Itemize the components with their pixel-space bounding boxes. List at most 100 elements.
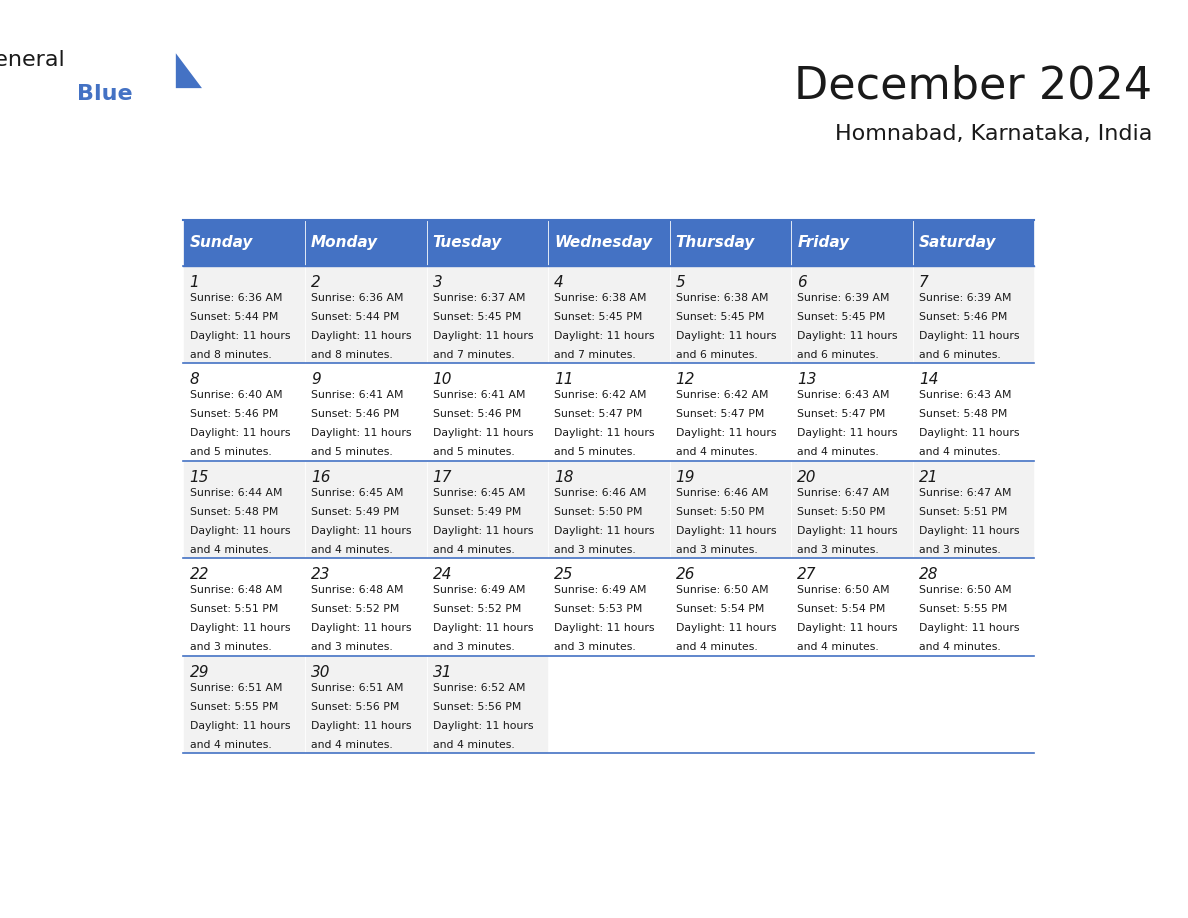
Text: 7: 7 xyxy=(918,274,929,290)
Text: Sunset: 5:48 PM: Sunset: 5:48 PM xyxy=(190,507,278,517)
Text: Sunset: 5:56 PM: Sunset: 5:56 PM xyxy=(432,701,522,711)
Text: Sunset: 5:53 PM: Sunset: 5:53 PM xyxy=(554,604,643,614)
Text: Sunrise: 6:38 AM: Sunrise: 6:38 AM xyxy=(676,293,769,303)
Text: Sunday: Sunday xyxy=(190,235,253,251)
Text: 24: 24 xyxy=(432,567,453,583)
Text: 3: 3 xyxy=(432,274,442,290)
Text: Sunrise: 6:46 AM: Sunrise: 6:46 AM xyxy=(676,487,769,498)
Text: Sunrise: 6:52 AM: Sunrise: 6:52 AM xyxy=(432,683,525,693)
Text: Sunset: 5:45 PM: Sunset: 5:45 PM xyxy=(432,311,522,321)
Text: 26: 26 xyxy=(676,567,695,583)
Text: Sunrise: 6:39 AM: Sunrise: 6:39 AM xyxy=(918,293,1011,303)
Text: 9: 9 xyxy=(311,373,321,387)
Text: Sunset: 5:47 PM: Sunset: 5:47 PM xyxy=(554,409,643,420)
Text: Daylight: 11 hours: Daylight: 11 hours xyxy=(311,526,411,536)
Bar xyxy=(791,265,912,364)
Text: Sunrise: 6:45 AM: Sunrise: 6:45 AM xyxy=(311,487,404,498)
Text: and 8 minutes.: and 8 minutes. xyxy=(311,350,393,360)
Text: Sunset: 5:54 PM: Sunset: 5:54 PM xyxy=(676,604,764,614)
Text: and 4 minutes.: and 4 minutes. xyxy=(190,740,271,750)
Bar xyxy=(548,558,670,655)
Text: Blue: Blue xyxy=(77,84,133,105)
Text: Sunrise: 6:43 AM: Sunrise: 6:43 AM xyxy=(918,390,1011,400)
Text: 10: 10 xyxy=(432,373,453,387)
Text: 4: 4 xyxy=(554,274,564,290)
Text: 20: 20 xyxy=(797,470,816,485)
Text: Sunrise: 6:46 AM: Sunrise: 6:46 AM xyxy=(554,487,646,498)
Text: and 7 minutes.: and 7 minutes. xyxy=(554,350,636,360)
Text: Sunset: 5:49 PM: Sunset: 5:49 PM xyxy=(432,507,522,517)
Bar xyxy=(305,364,426,461)
Bar xyxy=(183,364,305,461)
Text: Sunset: 5:44 PM: Sunset: 5:44 PM xyxy=(311,311,399,321)
Text: 23: 23 xyxy=(311,567,330,583)
Text: and 6 minutes.: and 6 minutes. xyxy=(918,350,1000,360)
Text: Daylight: 11 hours: Daylight: 11 hours xyxy=(311,330,411,341)
Text: Sunset: 5:46 PM: Sunset: 5:46 PM xyxy=(432,409,522,420)
Bar xyxy=(305,461,426,558)
Bar xyxy=(426,219,548,265)
Text: Daylight: 11 hours: Daylight: 11 hours xyxy=(797,330,898,341)
Text: Sunrise: 6:50 AM: Sunrise: 6:50 AM xyxy=(918,585,1011,595)
Text: and 4 minutes.: and 4 minutes. xyxy=(918,643,1000,652)
Bar xyxy=(305,655,426,754)
Text: Daylight: 11 hours: Daylight: 11 hours xyxy=(918,330,1019,341)
Text: Daylight: 11 hours: Daylight: 11 hours xyxy=(676,428,776,438)
Bar xyxy=(912,461,1035,558)
Text: 11: 11 xyxy=(554,373,574,387)
Text: and 4 minutes.: and 4 minutes. xyxy=(190,544,271,554)
Text: Sunrise: 6:41 AM: Sunrise: 6:41 AM xyxy=(311,390,404,400)
Text: Daylight: 11 hours: Daylight: 11 hours xyxy=(918,623,1019,633)
Text: Sunset: 5:46 PM: Sunset: 5:46 PM xyxy=(918,311,1007,321)
Text: Sunset: 5:45 PM: Sunset: 5:45 PM xyxy=(797,311,885,321)
Text: and 3 minutes.: and 3 minutes. xyxy=(432,643,514,652)
Bar xyxy=(670,219,791,265)
Text: Sunrise: 6:49 AM: Sunrise: 6:49 AM xyxy=(554,585,646,595)
Text: Sunset: 5:47 PM: Sunset: 5:47 PM xyxy=(676,409,764,420)
Text: Sunrise: 6:51 AM: Sunrise: 6:51 AM xyxy=(190,683,282,693)
Bar xyxy=(426,461,548,558)
Bar xyxy=(912,364,1035,461)
Text: Thursday: Thursday xyxy=(676,235,756,251)
Text: Sunrise: 6:42 AM: Sunrise: 6:42 AM xyxy=(676,390,769,400)
Bar xyxy=(426,558,548,655)
Bar xyxy=(670,558,791,655)
Text: Daylight: 11 hours: Daylight: 11 hours xyxy=(432,721,533,731)
Text: Sunrise: 6:41 AM: Sunrise: 6:41 AM xyxy=(432,390,525,400)
Bar xyxy=(791,558,912,655)
Bar xyxy=(791,219,912,265)
Text: 30: 30 xyxy=(311,665,330,680)
Text: Sunset: 5:46 PM: Sunset: 5:46 PM xyxy=(311,409,399,420)
Text: 13: 13 xyxy=(797,373,816,387)
Text: Sunset: 5:48 PM: Sunset: 5:48 PM xyxy=(918,409,1007,420)
Text: 19: 19 xyxy=(676,470,695,485)
Text: Daylight: 11 hours: Daylight: 11 hours xyxy=(311,721,411,731)
Bar xyxy=(548,219,670,265)
Text: Daylight: 11 hours: Daylight: 11 hours xyxy=(190,623,290,633)
Bar xyxy=(791,461,912,558)
Text: 14: 14 xyxy=(918,373,939,387)
Text: Sunrise: 6:44 AM: Sunrise: 6:44 AM xyxy=(190,487,282,498)
Text: and 4 minutes.: and 4 minutes. xyxy=(676,643,758,652)
Text: and 3 minutes.: and 3 minutes. xyxy=(797,544,879,554)
Text: 6: 6 xyxy=(797,274,807,290)
Text: Sunrise: 6:40 AM: Sunrise: 6:40 AM xyxy=(190,390,283,400)
Text: 27: 27 xyxy=(797,567,816,583)
Text: and 4 minutes.: and 4 minutes. xyxy=(797,447,879,457)
Bar xyxy=(670,364,791,461)
Text: Sunrise: 6:36 AM: Sunrise: 6:36 AM xyxy=(311,293,404,303)
Text: 1: 1 xyxy=(190,274,200,290)
Text: and 4 minutes.: and 4 minutes. xyxy=(311,544,393,554)
Text: Homnabad, Karnataka, India: Homnabad, Karnataka, India xyxy=(835,124,1152,144)
Text: Sunset: 5:51 PM: Sunset: 5:51 PM xyxy=(918,507,1007,517)
Bar xyxy=(305,219,426,265)
Text: Sunset: 5:54 PM: Sunset: 5:54 PM xyxy=(797,604,885,614)
Text: General: General xyxy=(0,50,65,71)
Bar xyxy=(912,219,1035,265)
Text: Tuesday: Tuesday xyxy=(432,235,503,251)
Bar xyxy=(183,265,305,364)
Text: Daylight: 11 hours: Daylight: 11 hours xyxy=(190,526,290,536)
Text: Daylight: 11 hours: Daylight: 11 hours xyxy=(554,526,655,536)
Bar xyxy=(670,265,791,364)
Text: and 3 minutes.: and 3 minutes. xyxy=(554,643,636,652)
